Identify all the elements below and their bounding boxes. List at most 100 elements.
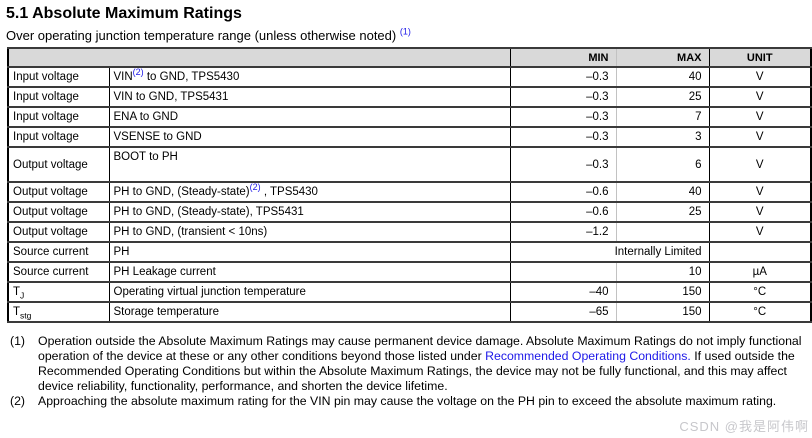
text-fragment: Output voltage [13,186,88,198]
table-row: Input voltage VIN to GND, TPS5431 –0.3 25 V [7,87,812,107]
footnote-ref-1-link[interactable]: (1) [399,26,411,37]
table-row: Tstg Storage temperature –65 150 °C [7,302,812,322]
row-min-max-merged: Internally Limited [509,242,710,262]
row-category: TJ [7,282,110,302]
table-row: Output voltage BOOT to PH –0.3 6 V [7,147,812,182]
text-fragment: Input voltage [13,111,79,123]
row-category: Input voltage [7,127,110,147]
text-fragment: Operation outside the Absolute Maximum R… [38,334,802,363]
row-category: Input voltage [7,107,110,127]
header-blank-cell [7,48,511,67]
footnote-text: Approaching the absolute maximum rating … [38,394,808,409]
row-min [509,262,617,282]
footnote-marker: (1) [10,334,26,348]
text-fragment: Output voltage [13,158,88,171]
row-max: 25 [615,202,710,222]
row-unit: °C [708,282,812,302]
table-row: Output voltage PH to GND, (Steady-state)(… [7,182,812,202]
row-max: 150 [615,282,710,302]
table-row: Source current PH Leakage current 10 µA [7,262,812,282]
row-unit: V [708,87,812,107]
text-fragment: , TPS5430 [260,186,318,198]
row-unit: V [708,107,812,127]
footnote-marker: (2) [10,394,26,408]
row-category: Source current [7,242,110,262]
row-max: 10 [615,262,710,282]
text-fragment: T [13,306,21,318]
row-max: 40 [615,182,710,202]
row-unit: V [708,67,812,87]
row-category: Output voltage [7,222,110,242]
text-fragment: Output voltage [13,206,88,218]
row-description: PH to GND, (transient < 10ns) [108,222,511,242]
section-subtitle: Over operating junction temperature rang… [6,26,812,43]
row-min: –0.6 [509,182,617,202]
table-row: Input voltage ENA to GND –0.3 7 V [7,107,812,127]
row-unit: V [708,182,812,202]
row-unit: V [708,202,812,222]
row-min: –0.3 [509,107,617,127]
table-row: Input voltage VSENSE to GND –0.3 3 V [7,127,812,147]
footnote-text: Operation outside the Absolute Maximum R… [38,334,808,394]
row-description: VSENSE to GND [108,127,511,147]
text-fragment: Storage temperature [113,306,219,318]
text-fragment: Input voltage [13,71,79,83]
footnote-ref-link[interactable]: Recommended Operating Conditions. [485,349,691,363]
text-fragment: VIN [113,71,133,83]
abs-max-ratings-table: MIN MAX UNIT Input voltage VIN(2) to GND,… [7,47,812,323]
row-unit: V [708,127,812,147]
text-fragment: PH to GND, (Steady-state), TPS5431 [113,206,304,218]
row-min: –1.2 [509,222,617,242]
footnote: (1) Operation outside the Absolute Maximu… [10,334,808,394]
header-min: MIN [509,48,617,67]
footnote-ref-link[interactable]: (2) [132,67,144,78]
table-row: Input voltage VIN(2) to GND, TPS5430 –0.3 4… [7,67,812,87]
table-row: TJ Operating virtual junction temperature… [7,282,812,302]
text-fragment: PH to GND, (transient < 10ns) [113,226,268,238]
table-row: Output voltage PH to GND, (Steady-state),… [7,202,812,222]
row-description: PH [108,242,511,262]
subtitle-text: Over operating junction temperature rang… [6,28,397,43]
row-unit: V [708,147,812,182]
datasheet-page: 5.1 Absolute Maximum Ratings Over operat… [0,4,812,434]
subscript-text: stg [20,310,32,321]
text-fragment: Input voltage [13,91,79,103]
text-fragment: Source current [13,266,89,278]
row-category: Output voltage [7,202,110,222]
row-description: PH to GND, (Steady-state)(2) , TPS5430 [108,182,511,202]
text-fragment: Input voltage [13,131,79,143]
text-fragment: If used outside the Recommended Operatin… [38,349,795,393]
row-description: PH to GND, (Steady-state), TPS5431 [108,202,511,222]
row-min: –65 [509,302,617,322]
subscript-text: J [20,290,25,301]
text-fragment: ENA to GND [113,111,179,123]
row-category: Tstg [7,302,110,322]
text-fragment: BOOT to PH [113,151,178,163]
table-header-row: MIN MAX UNIT [7,48,812,67]
row-min: –0.3 [509,67,617,87]
text-fragment: PH to GND, (Steady-state) [113,186,250,198]
row-max [615,222,710,242]
header-max: MAX [615,48,710,67]
row-min: –0.3 [509,147,617,182]
row-max: 40 [615,67,710,87]
row-description: BOOT to PH [108,147,511,182]
row-category: Output voltage [7,147,110,182]
row-description: VIN(2) to GND, TPS5430 [108,67,511,87]
text-fragment: Output voltage [13,226,88,238]
text-fragment: Operating virtual junction temperature [113,286,306,298]
row-min: –0.6 [509,202,617,222]
row-description: Operating virtual junction temperature [108,282,511,302]
row-max: 150 [615,302,710,322]
row-description: VIN to GND, TPS5431 [108,87,511,107]
row-max: 3 [615,127,710,147]
footnote-ref-link[interactable]: (2) [249,182,261,193]
text-fragment: Source current [13,246,89,258]
row-unit: °C [708,302,812,322]
footnotes: (1) Operation outside the Absolute Maximu… [10,334,808,409]
text-fragment: VSENSE to GND [113,131,202,143]
text-fragment: T [13,286,21,298]
row-category: Input voltage [7,87,110,107]
row-min: –40 [509,282,617,302]
text-fragment: to GND, TPS5430 [143,71,240,83]
